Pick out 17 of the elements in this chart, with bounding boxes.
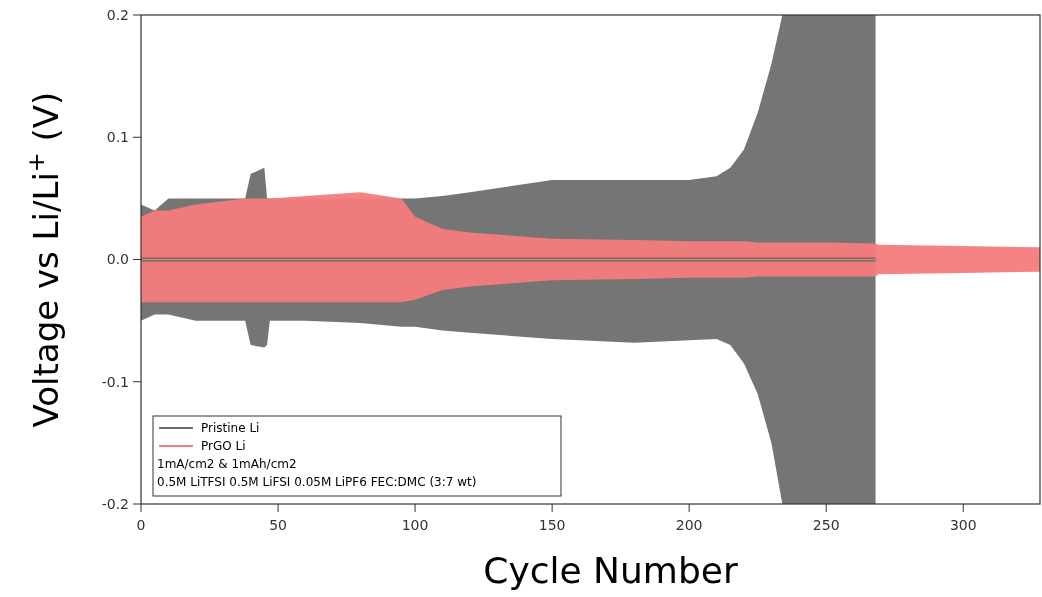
x-tick-label: 250 <box>812 517 840 533</box>
annotation: 0.5M LiTFSI 0.5M LiFSI 0.05M LiPF6 FEC:DMC (3:7 wt) <box>157 475 477 490</box>
x-tick-label: 300 <box>949 517 977 533</box>
x-tick-label: 150 <box>538 517 566 533</box>
y-tick-label: 0.1 <box>106 129 129 146</box>
x-tick-label: 50 <box>269 517 287 533</box>
legend-label: PrGO Li <box>201 439 246 454</box>
legend-label: Pristine Li <box>201 421 260 436</box>
x-axis-title: Cycle Number <box>483 550 738 591</box>
x-tick-label: 100 <box>401 517 429 533</box>
x-tick-label: 0 <box>136 517 146 533</box>
y-tick-label: -0.2 <box>101 495 129 512</box>
x-tick-label: 200 <box>675 517 703 533</box>
annotation: 1mA/cm2 & 1mAh/cm2 <box>157 457 297 472</box>
y-tick-label: 0.2 <box>106 6 129 23</box>
y-tick-label: 0.0 <box>106 251 129 268</box>
y-tick-label: -0.1 <box>101 373 129 390</box>
